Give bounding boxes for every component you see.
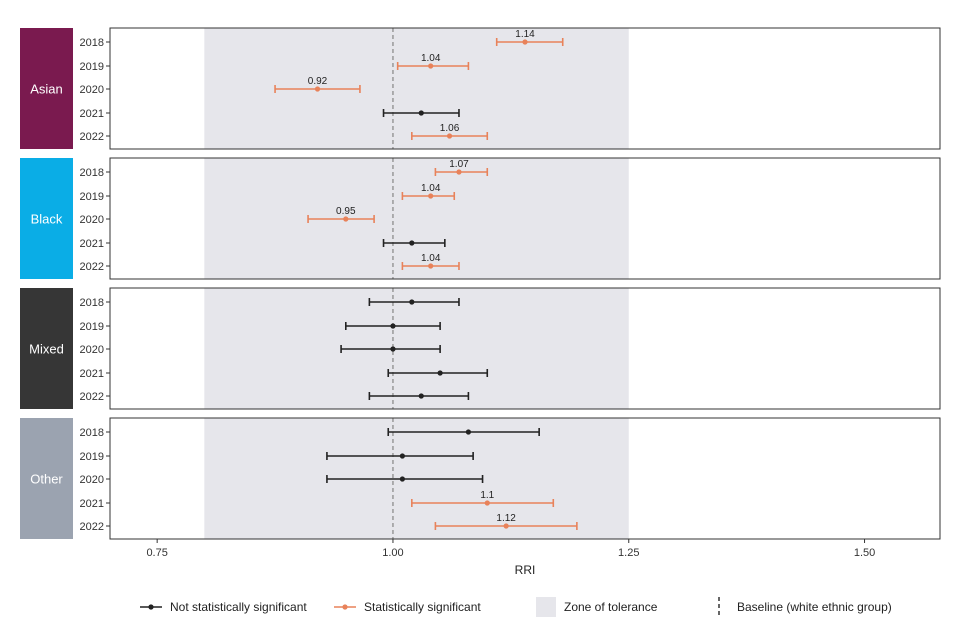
- point-asian-2022: [446, 133, 453, 139]
- year-label: 2020: [80, 344, 104, 356]
- point-other-2021: [484, 500, 490, 506]
- data-label-asian-2018: 1.14: [515, 29, 535, 40]
- year-label: 2021: [80, 498, 104, 510]
- point-black-2022: [428, 263, 434, 269]
- year-label: 2020: [80, 474, 104, 486]
- year-label: 2022: [80, 131, 104, 143]
- point-asian-2021: [418, 110, 424, 116]
- point-asian-2020: [314, 86, 321, 92]
- x-tick-label: 1.25: [618, 547, 639, 559]
- legend: Not statistically significant Statistical…: [140, 597, 892, 617]
- point-mixed-2019: [390, 323, 396, 329]
- point-black-2019: [428, 193, 434, 199]
- legend-label-baseline: Baseline (white ethnic group): [737, 600, 892, 614]
- strip-label-mixed: Mixed: [29, 342, 64, 357]
- strip-label-other: Other: [30, 472, 63, 487]
- x-tick-label: 0.75: [146, 547, 167, 559]
- panel-mixed: Mixed 2018 2019 2020 2021 2022: [20, 287, 941, 410]
- point-other-2018: [465, 429, 472, 435]
- legend-label-not-significant: Not statistically significant: [170, 600, 307, 614]
- data-label-other-2021: 1.1: [480, 490, 494, 501]
- point-black-2021: [409, 240, 415, 246]
- year-label: 2020: [80, 84, 104, 96]
- data-label-asian-2019: 1.04: [421, 53, 441, 64]
- point-asian-2018: [522, 39, 528, 45]
- panel-other: Other 2018 2019 2020 2021 1.1 2022 1.12: [20, 417, 941, 540]
- data-label-asian-2020: 0.92: [308, 76, 328, 87]
- year-label: 2021: [80, 238, 104, 250]
- year-label: 2018: [80, 37, 104, 49]
- year-label: 2019: [80, 191, 104, 203]
- year-label: 2020: [80, 214, 104, 226]
- strip-black: [20, 158, 73, 279]
- year-label: 2022: [80, 261, 104, 273]
- point-mixed-2018: [409, 299, 415, 305]
- point-other-2019: [399, 453, 405, 459]
- data-label-black-2018: 1.07: [449, 159, 469, 170]
- strip-label-asian: Asian: [30, 82, 63, 97]
- year-label: 2018: [80, 167, 104, 179]
- point-other-2020: [399, 476, 405, 482]
- x-axis: 0.75 1.00 1.25 1.50: [146, 539, 875, 559]
- legend-key-not-significant-dot: [148, 604, 154, 610]
- data-label-other-2022: 1.12: [496, 513, 516, 524]
- x-tick-label: 1.50: [854, 547, 875, 559]
- year-label: 2021: [80, 108, 104, 120]
- year-label: 2022: [80, 391, 104, 403]
- zone-of-tolerance: [204, 158, 629, 279]
- legend-label-zone: Zone of tolerance: [564, 600, 658, 614]
- data-label-black-2020: 0.95: [336, 206, 356, 217]
- point-mixed-2020: [390, 346, 396, 352]
- data-label-black-2019: 1.04: [421, 183, 441, 194]
- data-label-asian-2022: 1.06: [440, 123, 460, 134]
- point-black-2018: [456, 169, 462, 175]
- point-other-2022: [503, 523, 509, 529]
- legend-key-zone: [536, 597, 556, 617]
- strip-asian: [20, 28, 73, 149]
- strip-other: [20, 418, 73, 539]
- strip-label-black: Black: [31, 212, 63, 227]
- data-label-black-2022: 1.04: [421, 253, 441, 264]
- point-mixed-2021: [437, 370, 443, 376]
- year-label: 2018: [80, 297, 104, 309]
- strip-mixed: [20, 288, 73, 409]
- panel-asian: Asian 2018 1.14 2019 1.04 2020 0.92 2021 2022 1.0…: [20, 27, 941, 150]
- panels: Asian 2018 1.14 2019 1.04 2020 0.92 2021 2022 1.0…: [20, 27, 941, 540]
- legend-key-significant-dot: [342, 604, 348, 610]
- year-label: 2018: [80, 427, 104, 439]
- year-label: 2022: [80, 521, 104, 533]
- legend-label-significant: Statistically significant: [364, 600, 481, 614]
- zone-of-tolerance: [204, 28, 629, 149]
- year-label: 2021: [80, 368, 104, 380]
- year-label: 2019: [80, 321, 104, 333]
- year-label: 2019: [80, 61, 104, 73]
- x-tick-label: 1.00: [382, 547, 403, 559]
- point-black-2020: [343, 216, 349, 222]
- point-asian-2019: [428, 63, 434, 69]
- x-axis-label: RRI: [515, 563, 536, 577]
- year-label: 2019: [80, 451, 104, 463]
- panel-black: Black 2018 1.07 2019 1.04 2020 0.95 2021 2022 1.0…: [20, 157, 941, 280]
- point-mixed-2022: [418, 393, 424, 399]
